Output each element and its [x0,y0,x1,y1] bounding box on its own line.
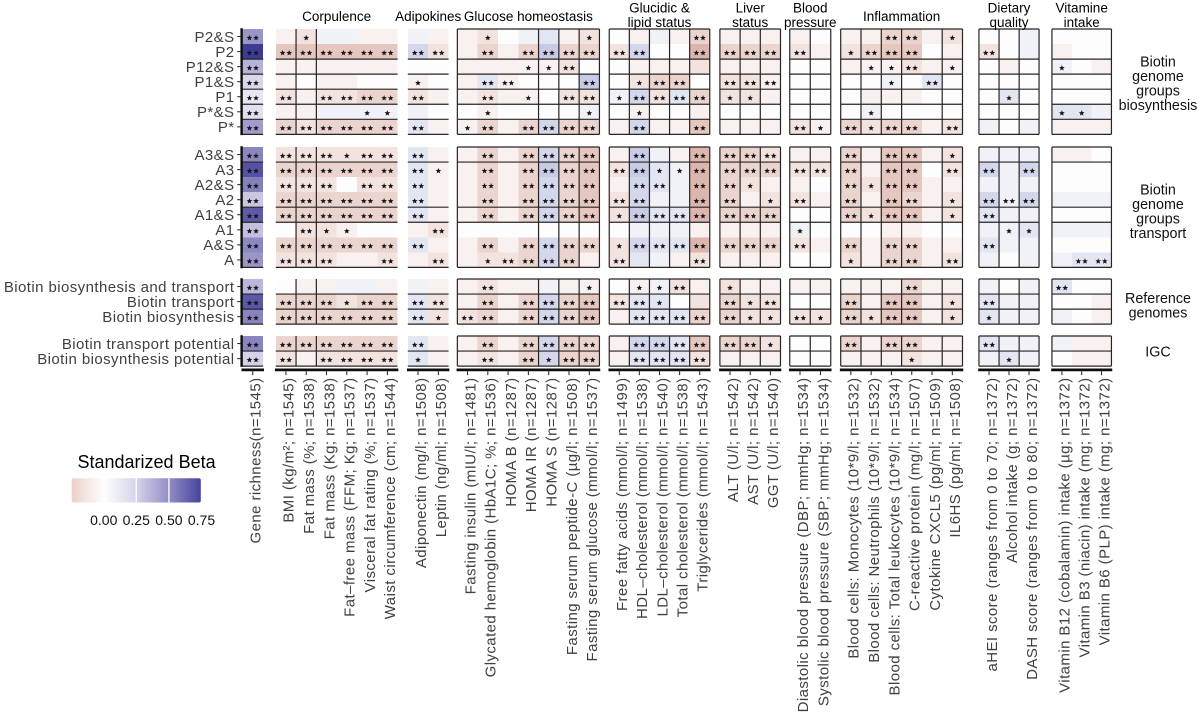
svg-text:Blood: Blood [793,1,828,16]
svg-text:Fasting serum glucose (mmol/l;: Fasting serum glucose (mmol/l; n=1537) [584,378,601,662]
svg-text:Leptin (ng/ml; n=1508): Leptin (ng/ml; n=1508) [433,378,450,538]
svg-text:Fat mass (%; n=1538): Fat mass (%; n=1538) [301,378,318,534]
svg-text:IL6HS (pg/ml; n=1508): IL6HS (pg/ml; n=1508) [947,378,964,538]
svg-text:Reference: Reference [1125,291,1191,307]
svg-text:Standarized Beta: Standarized Beta [78,452,217,472]
svg-text:AST (U/l; n=1542): AST (U/l; n=1542) [745,378,762,505]
svg-text:Blood cells: Monocytes (10*9/l: Blood cells: Monocytes (10*9/l; n=1532) [846,378,863,659]
svg-text:Blood cells: Total leukocytes: Blood cells: Total leukocytes (10*9/l; n… [886,378,903,696]
svg-text:Vitamine: Vitamine [1056,1,1108,16]
svg-text:Free fatty acids (mmol/l; n=14: Free fatty acids (mmol/l; n=1499) [614,378,631,612]
svg-text:Glucose homeostasis: Glucose homeostasis [464,9,593,24]
svg-text:Triglycerides (mmol/l; n=1543): Triglycerides (mmol/l; n=1543) [695,378,712,592]
svg-text:intake: intake [1064,15,1100,30]
svg-text:HOMA B (n=1287): HOMA B (n=1287) [503,378,520,507]
svg-text:Biotin transport potential: Biotin transport potential [62,336,235,353]
svg-text:A3&S: A3&S [194,147,234,164]
svg-text:0.75: 0.75 [188,512,215,528]
svg-text:aHEI score (ranges from 0 to 7: aHEI score (ranges from 0 to 70; n=1372) [984,378,1001,672]
svg-text:A: A [224,252,234,269]
svg-text:P1: P1 [215,89,234,106]
svg-text:Fasting serum peptide-C (µg/l;: Fasting serum peptide-C (µg/l; n=1508) [564,378,581,656]
svg-text:genomes: genomes [1129,305,1188,321]
svg-text:Liver: Liver [736,1,766,16]
svg-text:0.50: 0.50 [155,512,182,528]
svg-text:Glucidic &: Glucidic & [629,1,690,16]
svg-text:groups: groups [1136,84,1180,100]
svg-text:P*: P* [218,119,235,136]
svg-text:P2&S: P2&S [194,29,234,46]
svg-text:Biotin transport: Biotin transport [127,294,235,311]
svg-text:transport: transport [1130,226,1186,242]
svg-text:lipid status: lipid status [628,15,692,30]
svg-text:Vitamin B12 (cobalamin) intake: Vitamin B12 (cobalamin) intake (µg; n=13… [1057,378,1074,693]
svg-text:ALT (U/l; n=1542): ALT (U/l; n=1542) [725,378,742,503]
svg-text:Blood cells: Neutrophils (10*9: Blood cells: Neutrophils (10*9/l; n=1532… [866,378,883,663]
svg-text:P2: P2 [215,44,234,61]
svg-text:HDL–cholesterol (mmol/l; n=153: HDL–cholesterol (mmol/l; n=1538) [634,378,651,619]
svg-text:Inflammation: Inflammation [863,9,940,24]
svg-text:genome: genome [1132,197,1184,213]
svg-text:Fat–free mass (FFM; Kg; n=1537: Fat–free mass (FFM; Kg; n=1537) [342,378,359,617]
svg-text:status: status [732,15,768,30]
svg-text:GGT (U/l; n=1540): GGT (U/l; n=1540) [765,378,782,509]
svg-text:HOMA IR (n=1287): HOMA IR (n=1287) [523,378,540,513]
svg-text:quality: quality [989,15,1028,30]
svg-text:Dietary: Dietary [988,1,1031,16]
svg-text:Biotin biosynthesis potential: Biotin biosynthesis potential [37,351,234,368]
svg-text:Corpulence: Corpulence [302,9,371,24]
svg-text:Adiponectin (mg/l; n=1508): Adiponectin (mg/l; n=1508) [413,378,430,569]
svg-text:Visceral fat rating (%; n=1537: Visceral fat rating (%; n=1537) [362,378,379,593]
svg-text:P1&S: P1&S [194,74,234,91]
svg-text:Waist circumference (cm; n=154: Waist circumference (cm; n=1544) [382,378,399,620]
svg-text:Cytokine CXCL5 (pg/ml; n=1509): Cytokine CXCL5 (pg/ml; n=1509) [927,378,944,611]
svg-text:HOMA S (n=1287): HOMA S (n=1287) [544,378,561,507]
svg-text:A&S: A&S [203,237,234,254]
svg-text:Gene richness(n=1545): Gene richness(n=1545) [248,378,265,544]
svg-text:Total cholesterol (mmol/l; n=1: Total cholesterol (mmol/l; n=1538) [674,378,691,618]
svg-text:Vitamin B3 (niacin) intake (mg: Vitamin B3 (niacin) intake (mg; n=1372) [1077,378,1094,658]
svg-text:Biotin biosynthesis: Biotin biosynthesis [102,309,234,326]
svg-text:A3: A3 [215,162,234,179]
svg-text:groups: groups [1136,211,1180,227]
svg-text:Glycated hemoglobin (HbA1C; %;: Glycated hemoglobin (HbA1C; %; n=1536) [483,378,500,678]
svg-text:biosynthesis: biosynthesis [1119,98,1198,114]
svg-text:Biotin biosynthesis and transp: Biotin biosynthesis and transport [4,279,235,296]
svg-text:P*&S: P*&S [197,104,235,121]
svg-text:Adipokines: Adipokines [395,9,461,24]
svg-text:Biotin: Biotin [1140,182,1176,198]
svg-text:Vitamin B6 (PLP) intake (mg; n: Vitamin B6 (PLP) intake (mg; n=1372) [1096,378,1113,646]
svg-text:Diastolic blood pressure (DBP;: Diastolic blood pressure (DBP; mmHg; n=1… [795,378,812,713]
svg-text:DASH score (ranges from 0 to 8: DASH score (ranges from 0 to 80; n=1372) [1024,378,1041,680]
svg-text:Fasting insulin (mIU/l; n=1481: Fasting insulin (mIU/l; n=1481) [462,378,479,595]
svg-text:0.25: 0.25 [123,512,150,528]
svg-text:genome: genome [1132,69,1184,85]
svg-text:C-reactive protein (mg/l; n=15: C-reactive protein (mg/l; n=1507) [907,378,924,612]
svg-text:pressure: pressure [784,15,837,30]
svg-text:A2: A2 [215,192,234,209]
svg-text:Biotin: Biotin [1140,55,1176,71]
svg-text:A1&S: A1&S [194,207,234,224]
svg-text:LDL–cholesterol (mmol/l; n=154: LDL–cholesterol (mmol/l; n=1540) [654,378,671,617]
svg-text:P12&S: P12&S [186,59,235,76]
svg-text:BMI (kg/m²; n=1545): BMI (kg/m²; n=1545) [281,378,298,523]
svg-text:Systolic blood pressure (SBP;: Systolic blood pressure (SBP; mmHg; n=15… [815,378,832,707]
svg-text:IGC: IGC [1145,345,1170,361]
svg-text:Alcohol intake (g; n=1372): Alcohol intake (g; n=1372) [1004,378,1021,564]
svg-text:Fat mass (Kg; n=1538): Fat mass (Kg; n=1538) [321,378,338,540]
svg-text:A2&S: A2&S [194,177,234,194]
svg-text:A1: A1 [215,222,234,239]
svg-text:0.00: 0.00 [90,512,117,528]
